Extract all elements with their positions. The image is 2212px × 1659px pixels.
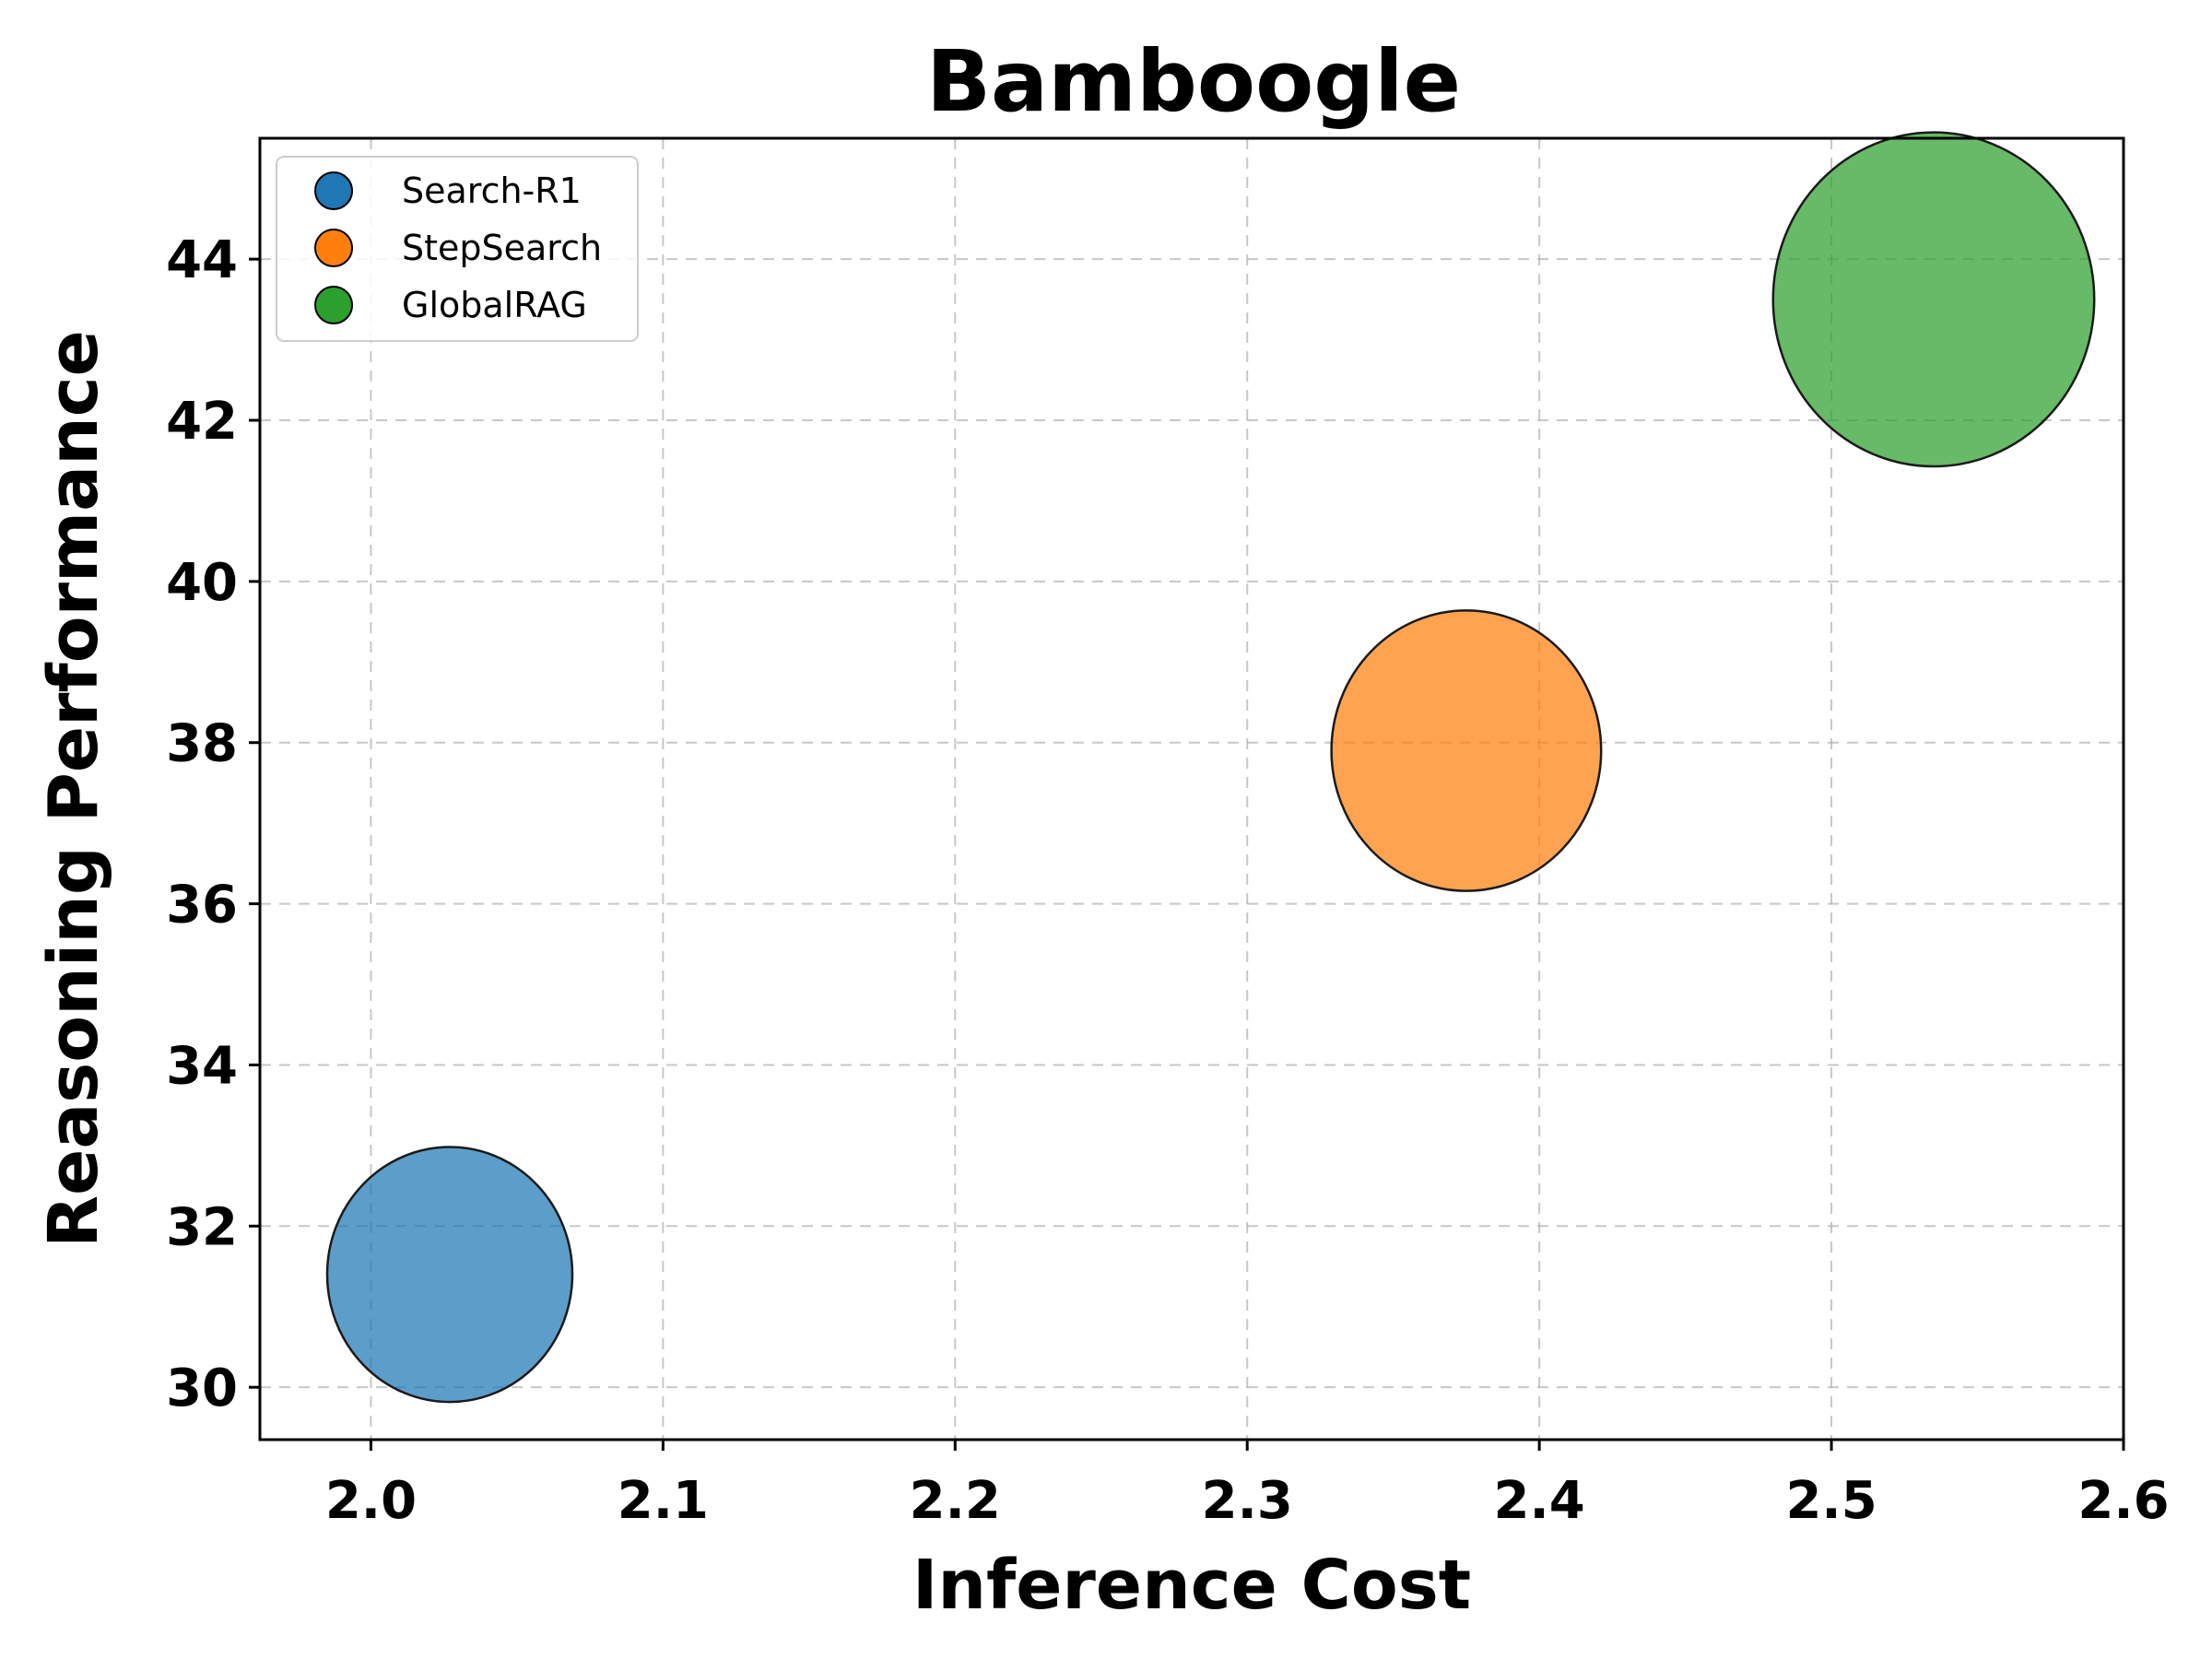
y-tick-label: 40 [166, 553, 238, 613]
legend-item-stepsearch: StepSearch [314, 228, 602, 268]
legend-label: Search-R1 [402, 171, 582, 211]
legend-marker [314, 171, 353, 210]
legend: Search-R1 StepSearch GlobalRAG [276, 156, 639, 342]
legend-label: StepSearch [402, 228, 602, 268]
plot-frame [258, 136, 2125, 1441]
y-tick-label: 42 [166, 392, 238, 452]
legend-label: GlobalRAG [402, 285, 587, 325]
legend-item-search-r1: Search-R1 [314, 171, 582, 211]
y-tick-label: 36 [166, 876, 238, 935]
x-tick-label: 2.5 [1785, 1471, 1877, 1531]
y-tick-label: 38 [166, 714, 238, 774]
y-tick-label: 34 [166, 1036, 238, 1096]
x-axis-title: Inference Cost [912, 1546, 1471, 1625]
y-tick-label: 44 [166, 230, 238, 290]
legend-box [276, 156, 639, 342]
bubble-stepsearch [1330, 609, 1603, 892]
bubble-search-r1 [325, 1146, 574, 1404]
x-tick-label: 2.0 [325, 1471, 417, 1531]
x-tick-label: 2.1 [618, 1471, 709, 1531]
x-tick-label: 2.3 [1202, 1471, 1293, 1531]
y-tick-label: 30 [166, 1359, 238, 1418]
legend-marker [314, 286, 353, 324]
chart-title: Bamboogle [926, 32, 1461, 131]
legend-item-globalrag: GlobalRAG [314, 285, 587, 325]
x-tick-label: 2.2 [910, 1471, 1001, 1531]
x-axis: 2.0 2.1 2.2 2.3 2.4 2.5 2.6 [325, 1440, 2170, 1531]
y-axis-title: Reasoning Performance [34, 330, 113, 1248]
y-tick-label: 32 [166, 1197, 238, 1257]
bubbles [325, 131, 2096, 1404]
legend-marker [314, 229, 353, 267]
y-axis: 30 32 34 36 38 40 42 44 [166, 230, 260, 1418]
x-tick-label: 2.6 [2077, 1471, 2169, 1531]
bubble-globalrag [1771, 131, 2096, 468]
x-tick-label: 2.4 [1494, 1471, 1585, 1531]
